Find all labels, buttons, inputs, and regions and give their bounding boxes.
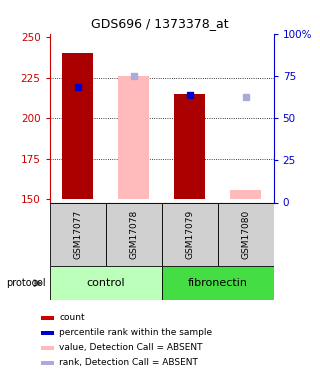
FancyBboxPatch shape xyxy=(162,266,274,300)
Bar xyxy=(62,53,93,199)
Bar xyxy=(41,331,53,335)
FancyBboxPatch shape xyxy=(106,202,162,266)
Bar xyxy=(41,346,53,350)
Text: GSM17077: GSM17077 xyxy=(73,210,82,259)
Text: GDS696 / 1373378_at: GDS696 / 1373378_at xyxy=(91,17,229,30)
Text: GSM17079: GSM17079 xyxy=(185,210,194,259)
Text: fibronectin: fibronectin xyxy=(188,278,248,288)
Text: GSM17078: GSM17078 xyxy=(129,210,138,259)
FancyBboxPatch shape xyxy=(162,202,218,266)
FancyBboxPatch shape xyxy=(218,202,274,266)
Bar xyxy=(118,76,149,199)
Text: percentile rank within the sample: percentile rank within the sample xyxy=(59,328,212,338)
Text: GSM17080: GSM17080 xyxy=(241,210,250,259)
Text: control: control xyxy=(86,278,125,288)
FancyBboxPatch shape xyxy=(50,202,106,266)
Bar xyxy=(41,361,53,365)
Text: value, Detection Call = ABSENT: value, Detection Call = ABSENT xyxy=(59,344,203,352)
Bar xyxy=(174,94,205,199)
Bar xyxy=(41,316,53,320)
Text: protocol: protocol xyxy=(6,278,46,288)
FancyBboxPatch shape xyxy=(50,266,162,300)
Bar xyxy=(230,189,261,199)
Text: rank, Detection Call = ABSENT: rank, Detection Call = ABSENT xyxy=(59,358,198,368)
Text: count: count xyxy=(59,314,85,322)
